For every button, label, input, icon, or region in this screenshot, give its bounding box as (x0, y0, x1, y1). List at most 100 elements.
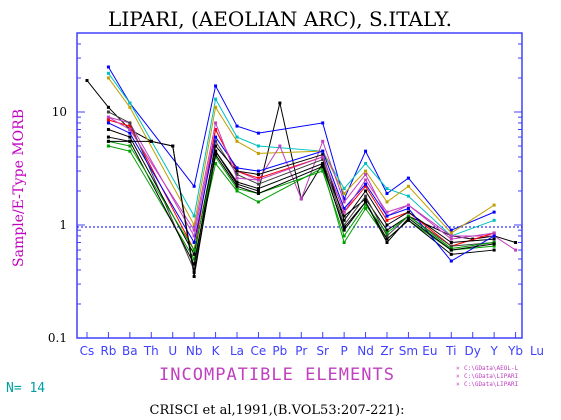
data-point (214, 84, 218, 88)
data-point (106, 76, 110, 80)
data-point (214, 135, 218, 139)
data-point (106, 110, 110, 114)
data-point (385, 240, 389, 244)
data-point (321, 153, 325, 157)
x-tick-label: Cs (80, 344, 95, 358)
data-point (385, 218, 389, 222)
data-point (406, 184, 410, 188)
data-point (235, 182, 239, 186)
data-point (342, 226, 346, 230)
data-point (128, 124, 132, 128)
data-point (385, 214, 389, 218)
x-tick-label: Th (143, 344, 159, 358)
data-point (256, 176, 260, 180)
data-point (128, 131, 132, 135)
data-point (192, 248, 196, 252)
citation: CRISCI et al,1991,(B.VOL53:207-221): (150, 403, 405, 418)
data-point (235, 166, 239, 170)
data-point (449, 252, 453, 256)
data-point (449, 231, 453, 235)
x-tick-label: Ti (445, 344, 456, 358)
data-point (406, 210, 410, 214)
data-point (342, 214, 346, 218)
data-point (364, 184, 368, 188)
data-point (192, 270, 196, 274)
data-point (492, 242, 496, 246)
data-point (406, 194, 410, 198)
data-point (321, 157, 325, 161)
data-point (128, 127, 132, 131)
x-tick-label: La (230, 344, 244, 358)
data-point (385, 237, 389, 241)
data-point (321, 155, 325, 159)
x-tick-label: U (168, 344, 177, 358)
data-point (364, 194, 368, 198)
data-point (492, 203, 496, 207)
data-point (192, 228, 196, 232)
data-point (342, 240, 346, 244)
legend-label: C:\GData\LIPARI (464, 381, 519, 388)
data-point (256, 191, 260, 195)
data-point (256, 172, 260, 176)
data-point (385, 210, 389, 214)
data-point (364, 149, 368, 153)
data-point (364, 206, 368, 210)
legend: × C:\GData\AEOL-L × C:\GData\LIPARI × C:\GDat… (456, 365, 519, 388)
data-point (492, 237, 496, 241)
data-point (106, 71, 110, 75)
data-point (256, 131, 260, 135)
data-point (192, 234, 196, 238)
data-point (256, 144, 260, 148)
series-line (108, 136, 495, 266)
data-point (106, 121, 110, 125)
data-point (514, 248, 518, 252)
data-point (235, 172, 239, 176)
x-tick-label: Ce (251, 344, 267, 358)
data-point (385, 234, 389, 238)
data-point (406, 214, 410, 218)
data-point (192, 262, 196, 266)
data-point (235, 176, 239, 180)
legend-label: C:\GData\LIPARI (464, 373, 519, 380)
data-point (128, 121, 132, 125)
data-point (256, 182, 260, 186)
data-point (192, 223, 196, 227)
data-point (235, 189, 239, 193)
data-point (235, 180, 239, 184)
data-point (214, 149, 218, 153)
data-point (364, 203, 368, 207)
plot-frame (76, 32, 523, 339)
data-point (449, 246, 453, 250)
x-tick-label: Sr (316, 344, 329, 358)
data-point (406, 218, 410, 222)
data-point (235, 124, 239, 128)
data-point (128, 105, 132, 109)
x-tick-label: Sm (399, 344, 418, 358)
data-point (406, 206, 410, 210)
x-tick-label: Pr (295, 344, 307, 358)
x-tick-label: Dy (465, 344, 481, 358)
data-point (406, 203, 410, 207)
x-tick-label: Nd (357, 344, 374, 358)
data-point (106, 139, 110, 143)
data-point (492, 234, 496, 238)
data-point (406, 176, 410, 180)
data-point (299, 197, 303, 201)
x-tick-label: Eu (422, 344, 437, 358)
data-point (385, 231, 389, 235)
data-point (214, 162, 218, 166)
data-point (192, 275, 196, 279)
data-point (449, 248, 453, 252)
data-point (492, 210, 496, 214)
data-point (364, 182, 368, 186)
data-point (278, 144, 282, 148)
data-point (256, 151, 260, 155)
series-line (108, 111, 495, 272)
data-point (321, 164, 325, 168)
x-tick-label: Nb (186, 344, 203, 358)
data-point (492, 231, 496, 235)
data-point (192, 252, 196, 256)
data-point (235, 184, 239, 188)
y-axis-label: Sample/E-Type MORB (11, 109, 27, 267)
